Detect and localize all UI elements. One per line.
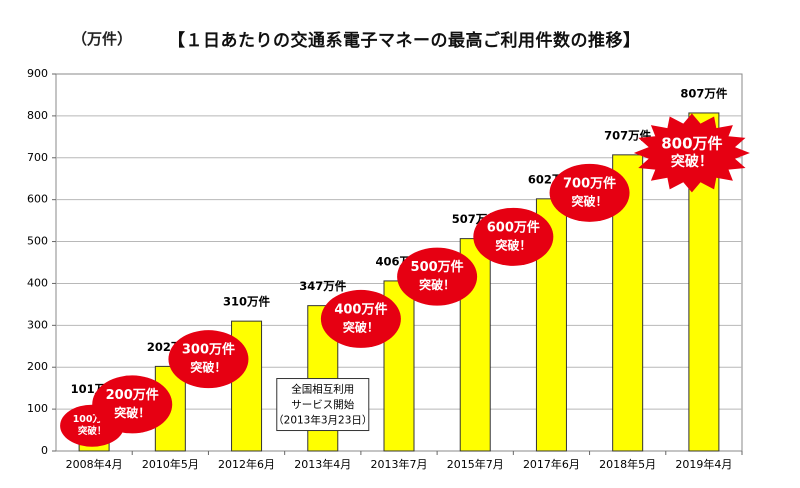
burst-badge	[633, 113, 750, 193]
badge-text: 300万件	[182, 342, 235, 358]
y-tick-label: 100	[27, 402, 48, 415]
x-tick-label: 2010年5月	[142, 457, 199, 471]
x-tick-label: 2015年7月	[447, 457, 504, 471]
y-tick-label: 0	[41, 444, 48, 457]
badge-ellipse	[473, 207, 554, 266]
annotation-text: 全国相互利用	[291, 383, 354, 396]
data-label: 310万件	[223, 295, 271, 309]
y-tick-label: 900	[27, 67, 48, 80]
x-tick-label: 2012年6月	[218, 457, 275, 471]
annotation-box	[276, 378, 370, 432]
badge-text: 400万件	[334, 301, 387, 317]
badge-text: 突破！	[343, 319, 379, 334]
y-tick-label: 700	[27, 151, 48, 164]
badge-text: 600万件	[487, 219, 540, 235]
y-tick-label: 800	[27, 109, 48, 122]
y-tick-label: 500	[27, 235, 48, 248]
x-tick-label: 2019年4月	[675, 457, 732, 471]
badge-text: 突破！	[572, 193, 608, 208]
badge-text: 700万件	[563, 175, 616, 191]
badge-text: 突破！	[78, 425, 107, 437]
y-tick-label: 400	[27, 276, 48, 289]
y-tick-label: 200	[27, 360, 48, 373]
x-tick-label: 2013年7月	[371, 457, 428, 471]
data-label: 807万件	[680, 86, 728, 100]
x-tick-label: 2013年4月	[294, 457, 351, 471]
badge-text: 突破！	[190, 360, 226, 375]
badge-ellipse	[549, 163, 630, 222]
badge-text: 突破！	[671, 153, 713, 170]
annotation-text: （2013年3月23日）	[273, 414, 372, 427]
badge-ellipse	[168, 330, 249, 389]
badge-text: 800万件	[661, 134, 722, 152]
badge-ellipse	[320, 289, 401, 348]
badge-text: 200万件	[106, 387, 159, 403]
x-tick-label: 2008年4月	[66, 457, 123, 471]
annotation-text: サービス開始	[291, 398, 354, 411]
y-tick-label: 300	[27, 318, 48, 331]
data-label: 347万件	[299, 279, 347, 293]
chart-title: 【１日あたりの交通系電子マネーの最高ご利用件数の推移】	[168, 31, 641, 51]
unit-label: （万件）	[72, 30, 133, 48]
x-tick-label: 2017年6月	[523, 457, 580, 471]
x-tick-label: 2018年5月	[599, 457, 656, 471]
badge-text: 突破！	[495, 237, 531, 252]
badge-ellipse	[92, 375, 173, 434]
badge-text: 突破！	[419, 277, 455, 292]
badge-ellipse	[397, 247, 478, 306]
badge-text: 突破！	[114, 405, 150, 420]
badge-text: 500万件	[411, 259, 464, 275]
y-tick-label: 600	[27, 193, 48, 206]
